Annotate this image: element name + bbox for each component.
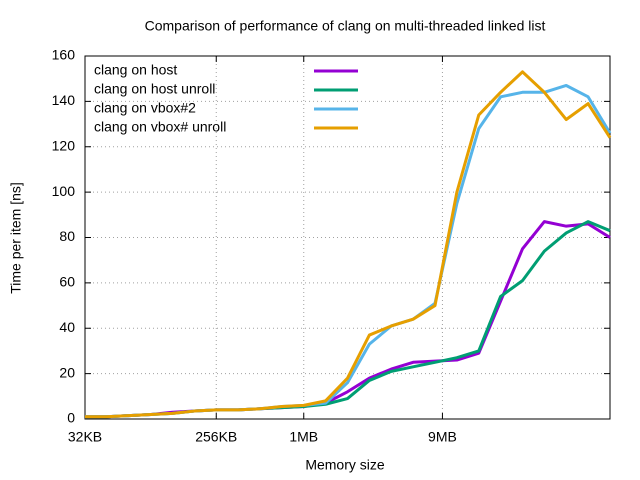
- legend-label: clang on vbox#2: [94, 100, 196, 116]
- y-tick-label: 100: [52, 183, 76, 199]
- y-tick-label: 140: [52, 92, 76, 108]
- x-tick-label: 1MB: [289, 429, 318, 445]
- legend-label: clang on host unroll: [94, 81, 215, 97]
- y-axis-label: Time per item [ns]: [8, 182, 24, 294]
- x-tick-label: 9MB: [428, 429, 457, 445]
- legend-label: clang on host: [94, 62, 177, 78]
- x-tick-label: 256KB: [195, 429, 237, 445]
- legend-label: clang on vbox# unroll: [94, 119, 226, 135]
- y-tick-label: 20: [59, 364, 75, 380]
- series-line: [85, 70, 612, 419]
- y-tick-label: 40: [59, 319, 75, 335]
- y-tick-label: 160: [52, 47, 76, 63]
- y-tick-label: 120: [52, 137, 76, 153]
- x-axis-label: Memory size: [305, 457, 385, 473]
- chart-title: Comparison of performance of clang on mu…: [145, 18, 546, 34]
- y-tick-label: 0: [67, 410, 75, 426]
- y-tick-label: 80: [59, 228, 75, 244]
- y-tick-label: 60: [59, 274, 75, 290]
- x-tick-label: 32KB: [68, 429, 102, 445]
